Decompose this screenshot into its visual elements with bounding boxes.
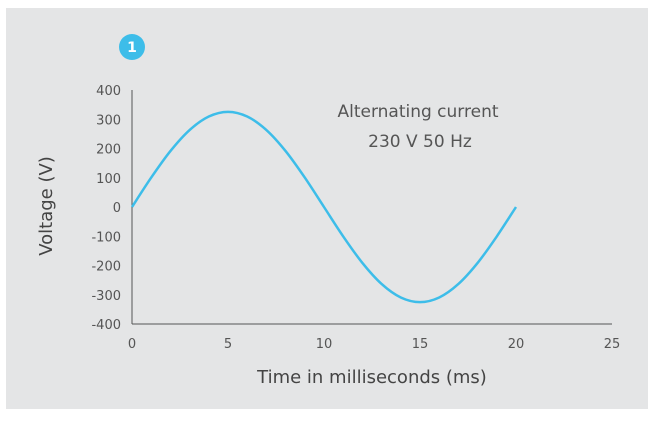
- x-tick-label: 20: [508, 337, 525, 352]
- y-tick-label: -100: [91, 230, 121, 245]
- annotation-line-2: 230 V 50 Hz: [368, 132, 472, 152]
- x-axis-label: Time in milliseconds (ms): [256, 367, 487, 388]
- y-axis-label: Voltage (V): [36, 156, 57, 256]
- badge-circle: [119, 34, 145, 60]
- y-tick-label: 100: [96, 172, 121, 187]
- x-tick-label: 10: [316, 337, 333, 352]
- x-tick-label: 25: [604, 337, 621, 352]
- y-tick-label: -400: [91, 318, 121, 333]
- annotation-line-1: Alternating current: [337, 102, 498, 122]
- x-axis-ticks: 0 5 10 15 20 25: [128, 337, 620, 352]
- y-tick-label: -200: [91, 260, 121, 275]
- x-tick-label: 0: [128, 337, 136, 352]
- badge: 1: [119, 34, 145, 60]
- chart-panel: [6, 8, 648, 409]
- y-tick-label: 300: [96, 113, 121, 128]
- y-tick-label: -300: [91, 289, 121, 304]
- y-tick-label: 200: [96, 143, 121, 158]
- y-tick-label: 0: [113, 201, 121, 216]
- voltage-series-line: [130, 110, 518, 304]
- x-tick-label: 15: [412, 337, 429, 352]
- badge-label: 1: [127, 40, 137, 56]
- y-tick-label: 400: [96, 84, 121, 99]
- x-tick-label: 5: [224, 337, 232, 352]
- y-axis-ticks: 400 300 200 100 0 -100 -200 -300 -400: [91, 84, 121, 333]
